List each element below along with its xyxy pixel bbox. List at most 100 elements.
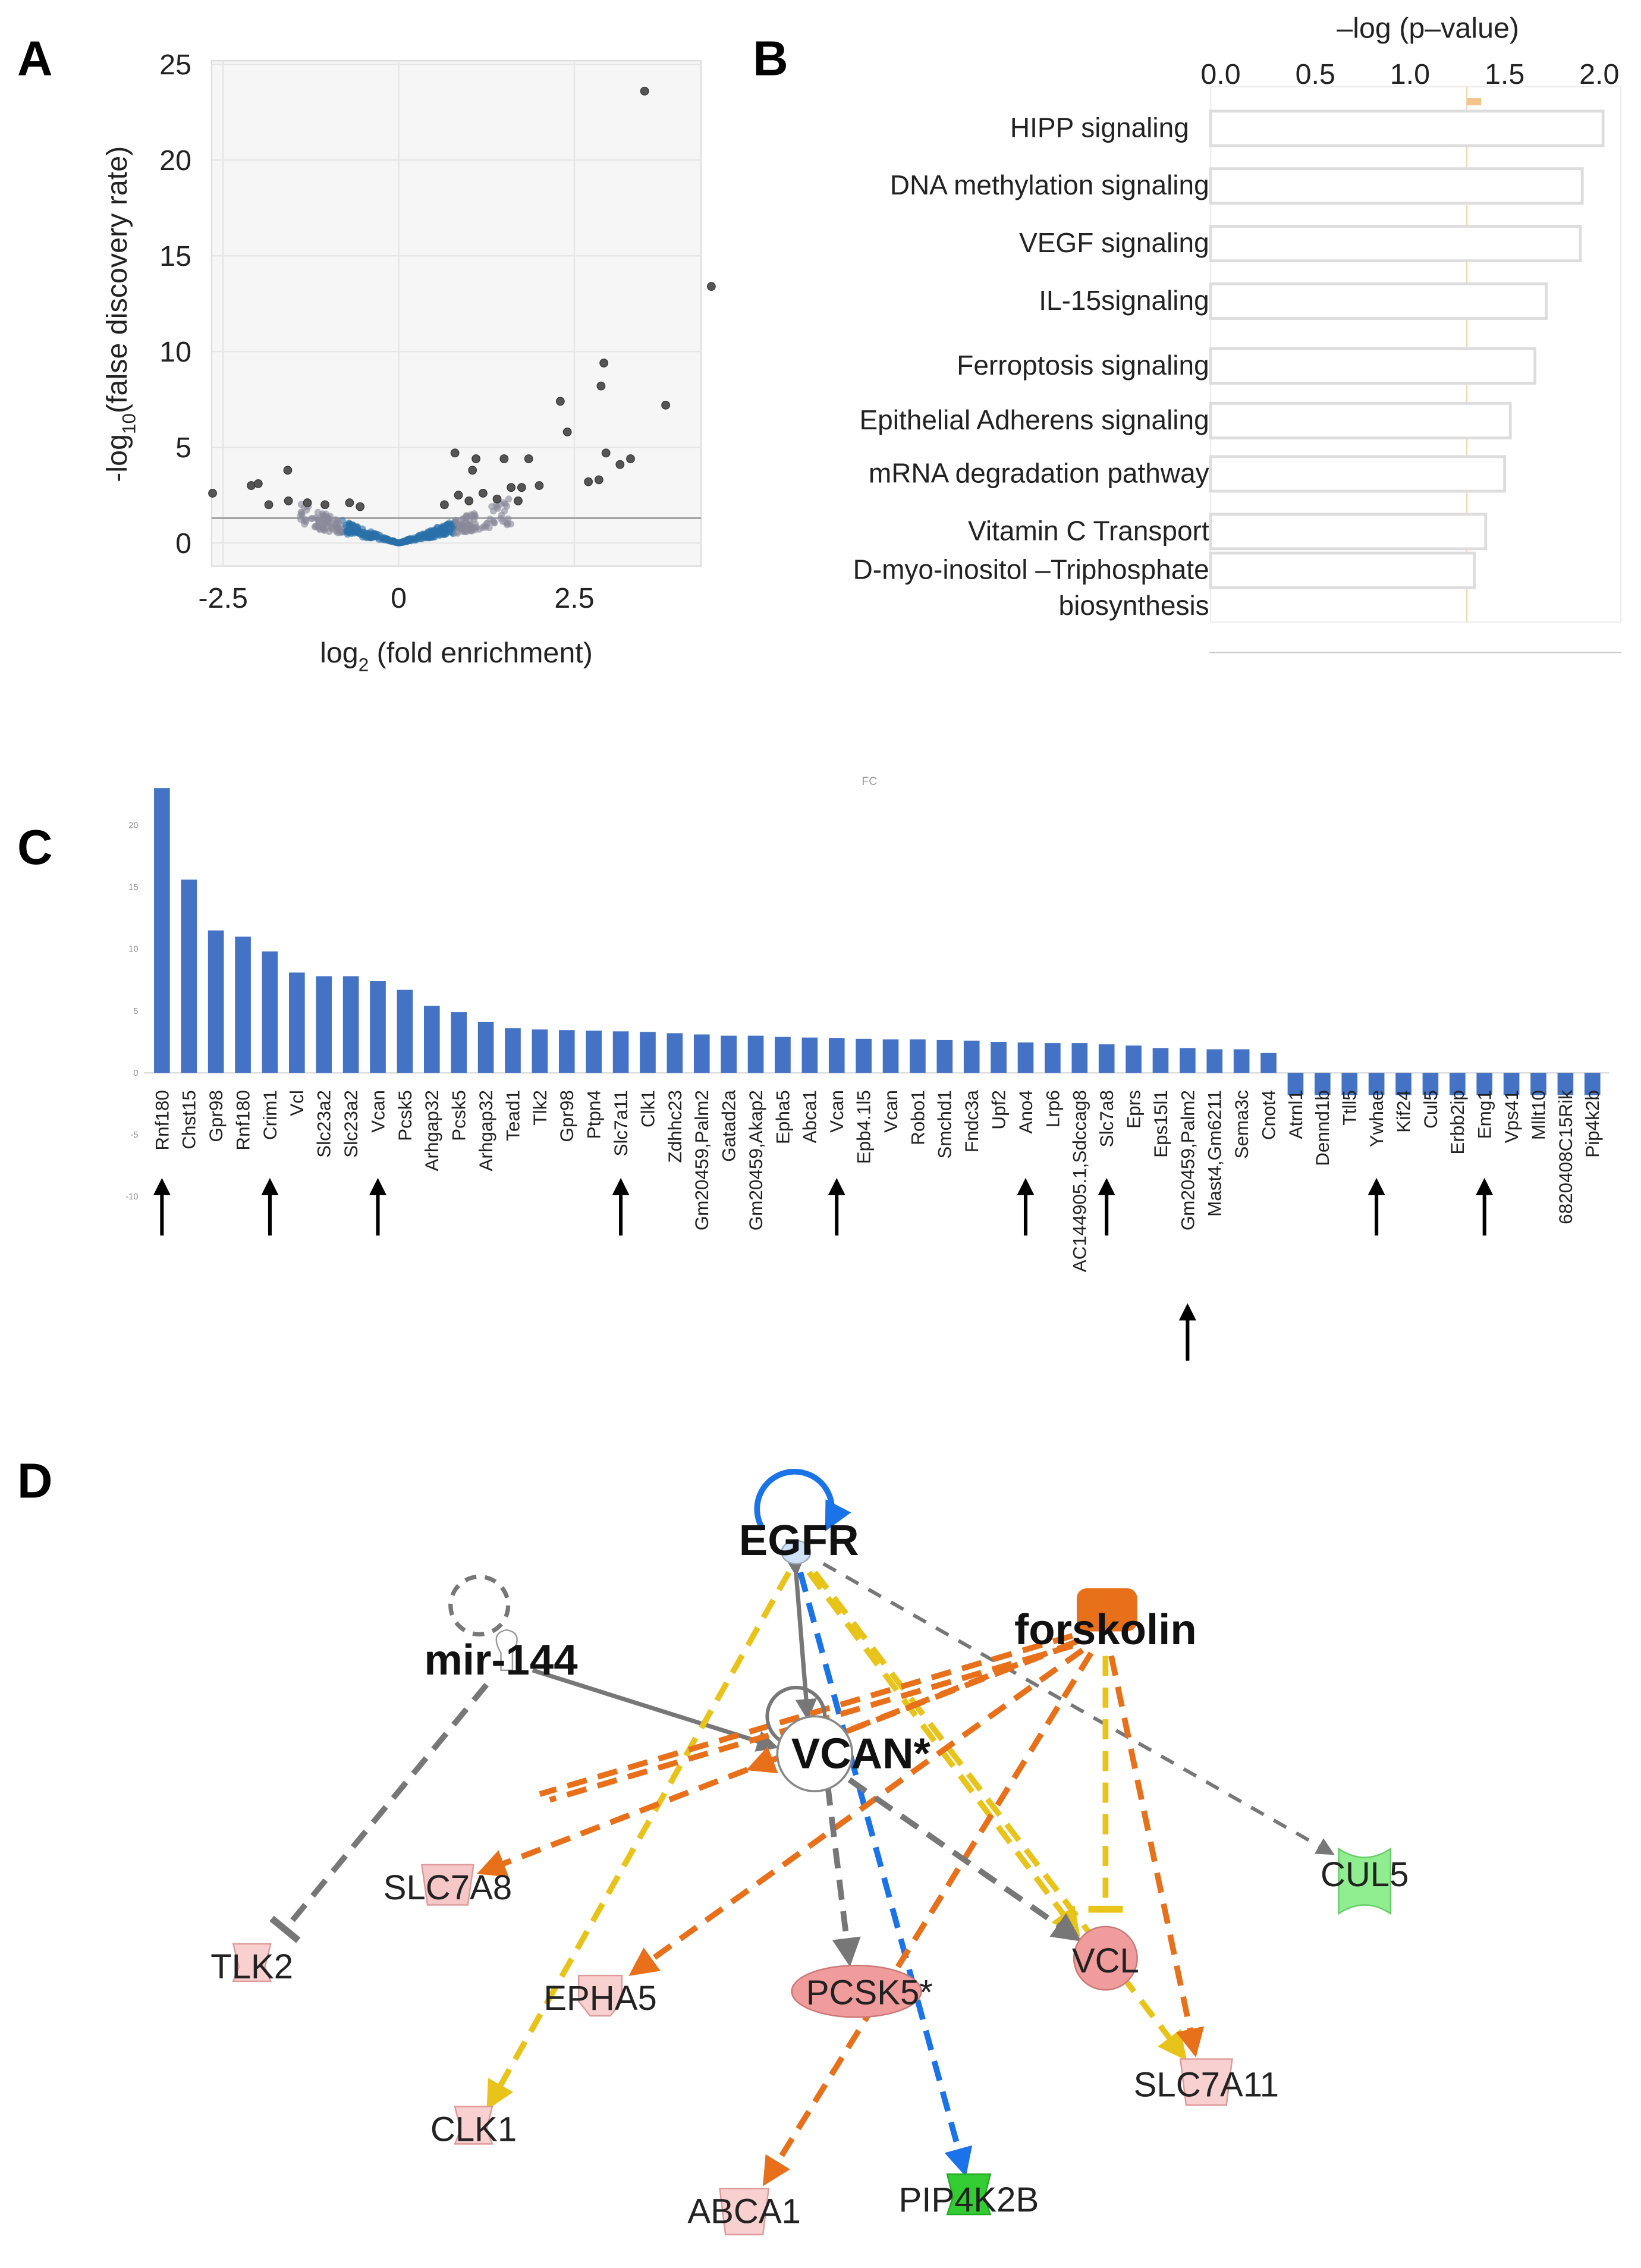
- category-label: Gpr98: [557, 1090, 577, 1142]
- bar: [1476, 1073, 1493, 1095]
- bar: [1209, 347, 1536, 385]
- bar: [1557, 1073, 1574, 1095]
- x-axis-label: –log (p–value): [1337, 12, 1519, 44]
- edge-forskolin-abca1: [762, 1651, 1094, 2187]
- data-point: [354, 523, 361, 531]
- category-label: Ano4: [1016, 1090, 1036, 1134]
- data-point: [468, 466, 477, 475]
- clk1-label: CLK1: [430, 2110, 517, 2149]
- data-point: [468, 527, 476, 535]
- y-tick-label: 15: [159, 240, 191, 272]
- panel-label-d: D: [17, 1453, 52, 1508]
- y-tick-label: 5: [133, 1007, 138, 1016]
- data-point: [594, 475, 603, 485]
- x-axis-label: log2 (fold enrichment): [320, 637, 593, 676]
- category-label: Mast4,Gm6211: [1205, 1090, 1225, 1217]
- bar: [856, 1038, 872, 1073]
- data-point: [615, 460, 625, 469]
- x-tick-label: 2.0: [1579, 58, 1619, 90]
- bar: [505, 1028, 521, 1073]
- category-label: Kif24: [1393, 1090, 1414, 1133]
- data-point: [504, 521, 511, 529]
- category-label: Vcan: [826, 1090, 847, 1133]
- edge-vcan-pcsk5: [825, 1785, 861, 1967]
- microrna-icon: [495, 1629, 518, 1672]
- category-label: Eprs: [1123, 1090, 1144, 1129]
- data-point: [535, 481, 544, 490]
- node-forskolin[interactable]: forskolin: [1014, 1588, 1197, 1654]
- node-clk1[interactable]: CLK1: [430, 2106, 517, 2149]
- data-point: [314, 508, 322, 516]
- node-vcl[interactable]: VCL: [1072, 1925, 1139, 1991]
- category-label: Slc23a2: [314, 1090, 335, 1158]
- data-point: [501, 507, 508, 515]
- data-point: [444, 527, 451, 535]
- edge-vcan-vcl: [847, 1777, 1082, 1942]
- y-tick-label: 15: [128, 883, 138, 893]
- transporter-icon: [420, 1864, 474, 1906]
- y-tick-label: -10: [125, 1192, 138, 1202]
- node-abca1[interactable]: ABCA1: [687, 2188, 801, 2236]
- category-label: Cnot4: [1258, 1090, 1279, 1140]
- y-tick-label: 10: [128, 945, 138, 954]
- bar: [262, 951, 278, 1073]
- bar: [910, 1039, 926, 1073]
- pip4k2b-label: PIP4K2B: [898, 2181, 1039, 2219]
- node-mir144[interactable]: mir-144: [424, 1629, 578, 1684]
- node-pip4k2b[interactable]: PIP4K2B: [898, 2173, 1039, 2219]
- data-point: [353, 529, 361, 536]
- vcl-node-shape: [1073, 1925, 1138, 1991]
- category-label: Arhgap32: [422, 1090, 442, 1171]
- edge-egfr-cul5: [822, 1562, 1335, 1855]
- bar: [775, 1036, 791, 1073]
- bar: [667, 1033, 683, 1073]
- kinase-icon: [454, 2106, 493, 2145]
- bar: [397, 989, 413, 1073]
- data-point: [208, 489, 217, 498]
- plot-area: [210, 59, 702, 567]
- bar: [1209, 109, 1605, 147]
- bar: [1315, 1073, 1331, 1095]
- bar: [1287, 1073, 1304, 1095]
- node-vcan[interactable]: VCAN*: [776, 1715, 931, 1793]
- node-tlk2[interactable]: TLK2: [210, 1943, 293, 1986]
- data-point: [253, 479, 263, 488]
- node-cul5[interactable]: CUL5: [1321, 1847, 1409, 1915]
- node-pcsk5[interactable]: PCSK5*: [791, 1964, 933, 2018]
- arrow-head: [1368, 1177, 1385, 1195]
- data-point: [601, 448, 611, 458]
- category-label: Gm20459,Palm2: [1177, 1090, 1198, 1230]
- data-point: [490, 517, 497, 524]
- category-label: D-myo-inositol –Triphosphate: [853, 554, 1209, 585]
- category-label-extra: biosynthesis: [1059, 590, 1209, 621]
- y-tick-label: 5: [175, 432, 191, 464]
- bar: [1045, 1043, 1061, 1073]
- abca1-label: ABCA1: [687, 2192, 801, 2231]
- data-point: [470, 516, 477, 523]
- data-point: [356, 502, 365, 511]
- mir144-label: mir-144: [424, 1636, 577, 1684]
- node-egfr[interactable]: EGFR: [739, 1516, 859, 1565]
- category-label: Chst15: [179, 1090, 200, 1149]
- data-point: [507, 483, 516, 492]
- arrow-head: [1098, 1177, 1115, 1195]
- data-point: [312, 514, 320, 522]
- data-point: [505, 495, 513, 502]
- category-label: Erbb2ip: [1447, 1090, 1468, 1154]
- category-label: Mllt10: [1528, 1090, 1549, 1140]
- y-tick-label: 25: [159, 49, 191, 81]
- arrow-head: [612, 1177, 630, 1195]
- bar: [1209, 513, 1488, 551]
- node-slc7a11[interactable]: SLC7A11: [1134, 2058, 1279, 2106]
- transporter-icon: [719, 2188, 770, 2236]
- bar: [1152, 1048, 1169, 1073]
- node-epha5[interactable]: EPHA5: [543, 1974, 657, 2018]
- data-point: [461, 528, 469, 535]
- category-label: Vcan: [881, 1090, 901, 1133]
- category-label: Dennd1b: [1312, 1090, 1333, 1166]
- bar: [370, 981, 386, 1073]
- arrow-head: [153, 1177, 171, 1195]
- node-slc7a8[interactable]: SLC7A8: [383, 1864, 512, 1907]
- data-point: [328, 525, 336, 533]
